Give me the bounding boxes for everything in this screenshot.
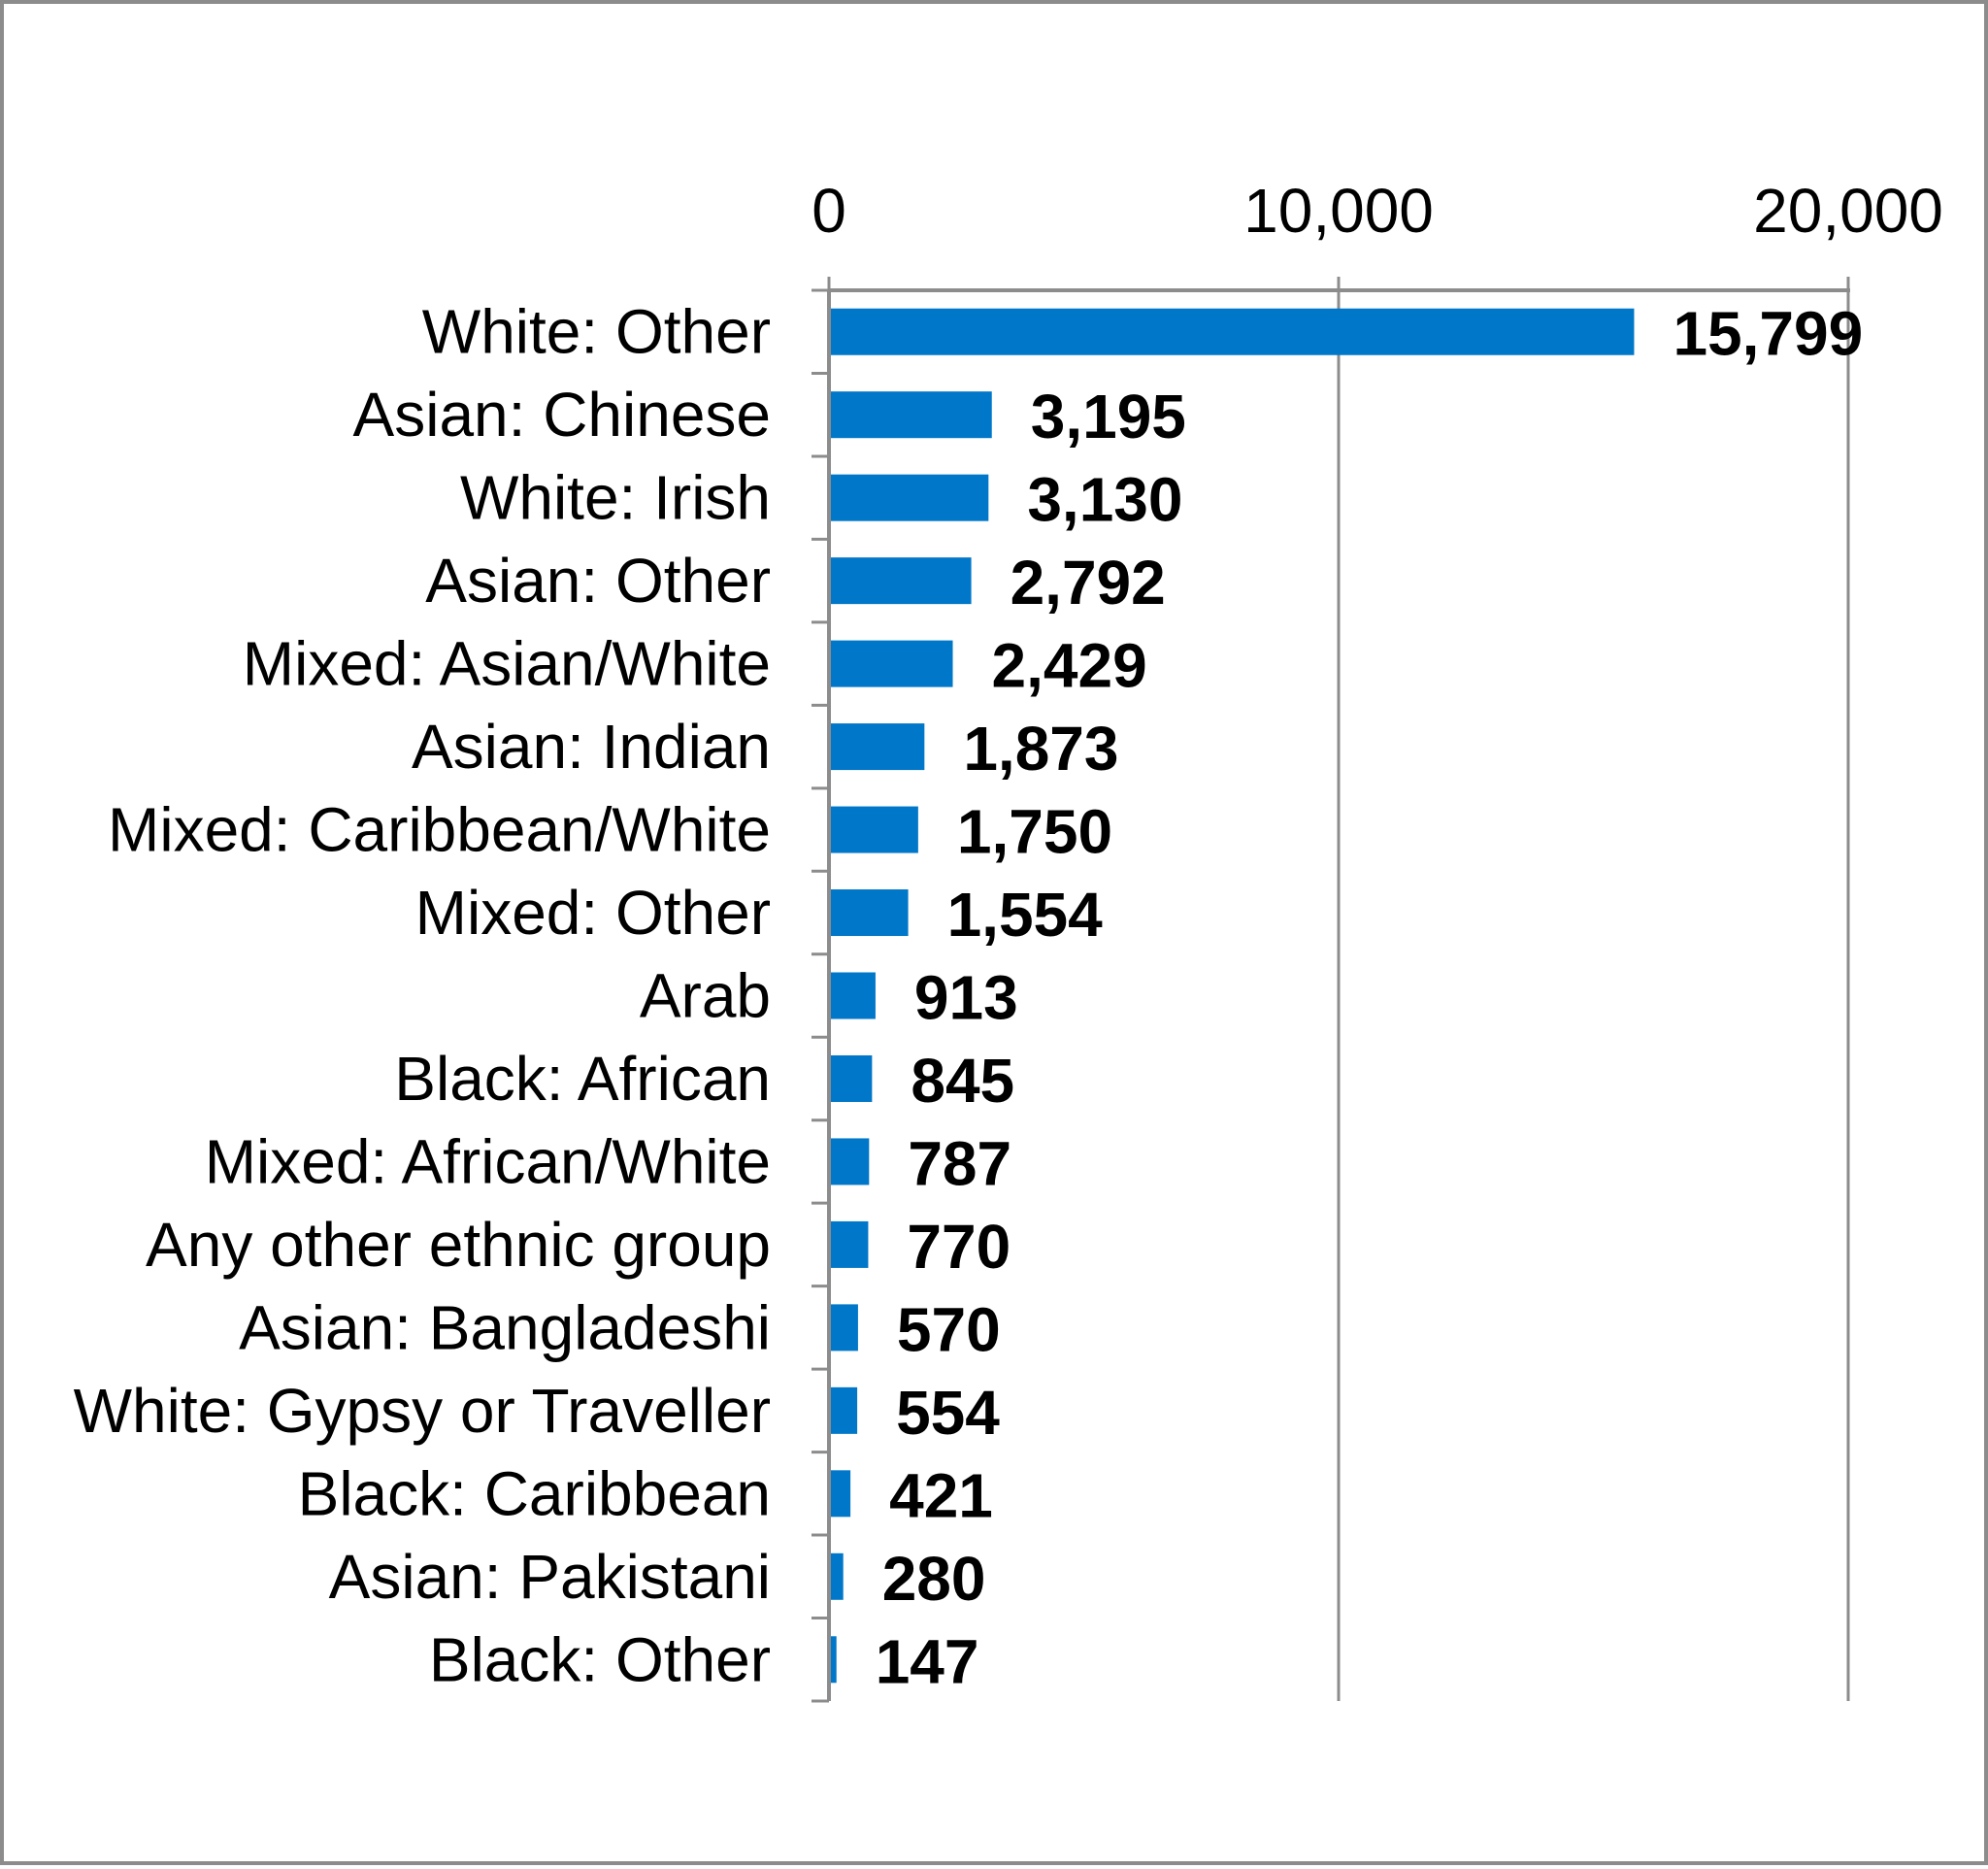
bar bbox=[829, 1054, 873, 1102]
bar bbox=[829, 972, 876, 1019]
x-tick-label: 0 bbox=[812, 176, 846, 246]
data-label: 1,554 bbox=[947, 880, 1104, 950]
category-label: Mixed: African/White bbox=[205, 1126, 771, 1196]
x-axis-ticks: 0 10,000 20,000 bbox=[812, 176, 1943, 290]
bar bbox=[829, 557, 972, 605]
data-label: 2,792 bbox=[1011, 548, 1166, 617]
bar bbox=[829, 889, 909, 937]
bar bbox=[829, 1138, 870, 1185]
category-label: White: Other bbox=[422, 297, 771, 367]
data-label: 147 bbox=[876, 1626, 979, 1696]
data-label: 421 bbox=[889, 1460, 993, 1530]
category-label: Asian: Other bbox=[425, 546, 771, 616]
bar-chart: 0 10,000 20,000 White: Other Asian: Chinese… bbox=[74, 176, 1943, 1703]
bar bbox=[829, 391, 992, 439]
category-label: Arab bbox=[640, 961, 771, 1031]
data-label: 570 bbox=[897, 1294, 1001, 1364]
data-label: 2,429 bbox=[992, 631, 1147, 701]
bars bbox=[829, 308, 1635, 1684]
data-label: 913 bbox=[914, 963, 1018, 1033]
category-label: Asian: Pakistani bbox=[329, 1542, 771, 1612]
category-labels: White: Other Asian: Chinese White: Irish As… bbox=[74, 297, 771, 1695]
axes bbox=[812, 288, 1850, 1703]
bar bbox=[829, 474, 989, 521]
gridlines bbox=[1337, 290, 1850, 1701]
bar bbox=[829, 723, 925, 771]
bar bbox=[829, 1386, 858, 1434]
category-label: Mixed: Asian/White bbox=[243, 629, 771, 699]
data-label: 15,799 bbox=[1673, 299, 1863, 369]
data-label: 1,873 bbox=[963, 714, 1118, 784]
data-label: 3,130 bbox=[1027, 465, 1182, 535]
category-label: Asian: Chinese bbox=[353, 380, 771, 450]
bar bbox=[829, 640, 953, 687]
bar bbox=[829, 1220, 869, 1268]
bar bbox=[829, 1636, 837, 1684]
bar bbox=[829, 1552, 844, 1600]
category-label: Black: Caribbean bbox=[298, 1458, 771, 1528]
data-label: 1,750 bbox=[957, 797, 1112, 867]
x-tick-label: 20,000 bbox=[1753, 176, 1943, 246]
data-label: 787 bbox=[908, 1128, 1011, 1198]
bar bbox=[829, 806, 918, 853]
data-labels: 15,799 3,195 3,130 2,792 2,429 1,873 1,750 1,55… bbox=[876, 299, 1863, 1697]
category-label: Mixed: Caribbean/White bbox=[108, 795, 771, 865]
category-label: Black: Other bbox=[429, 1624, 771, 1694]
category-label: White: Gypsy or Traveller bbox=[74, 1376, 771, 1446]
bar bbox=[829, 1470, 851, 1518]
category-label: Black: African bbox=[394, 1044, 771, 1114]
x-tick-label: 10,000 bbox=[1243, 176, 1434, 246]
category-label: Mixed: Other bbox=[415, 878, 771, 948]
category-label: Asian: Bangladeshi bbox=[239, 1292, 771, 1362]
data-label: 770 bbox=[907, 1212, 1011, 1282]
category-label: White: Irish bbox=[460, 463, 771, 533]
bar bbox=[829, 308, 1635, 355]
bar bbox=[829, 1304, 858, 1352]
category-label: Asian: Indian bbox=[412, 712, 771, 782]
data-label: 3,195 bbox=[1031, 382, 1186, 451]
data-label: 280 bbox=[882, 1544, 986, 1614]
data-label: 845 bbox=[911, 1046, 1014, 1116]
category-label: Any other ethnic group bbox=[146, 1210, 771, 1280]
data-label: 554 bbox=[896, 1378, 1000, 1448]
